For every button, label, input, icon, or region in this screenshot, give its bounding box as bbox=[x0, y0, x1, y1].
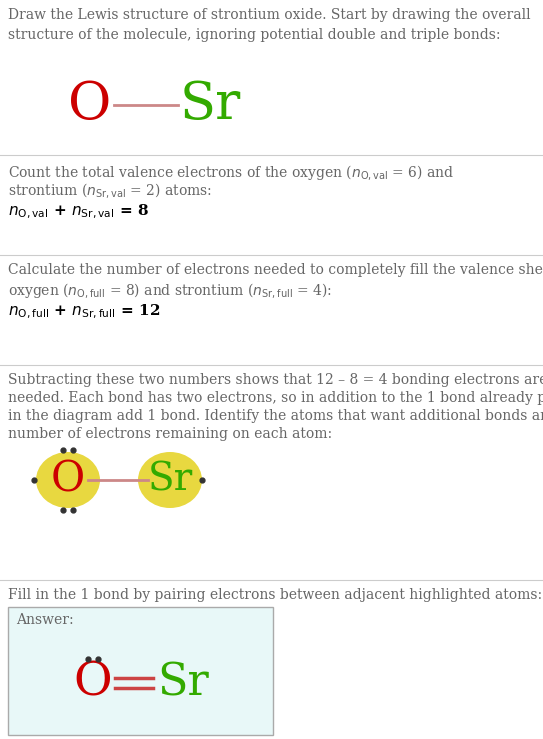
Ellipse shape bbox=[138, 452, 202, 508]
Text: strontium ($n_{\mathrm{Sr,val}}$ = 2) atoms:: strontium ($n_{\mathrm{Sr,val}}$ = 2) at… bbox=[8, 181, 212, 200]
Text: in the diagram add 1 bond. Identify the atoms that want additional bonds and the: in the diagram add 1 bond. Identify the … bbox=[8, 409, 543, 423]
Text: O: O bbox=[51, 459, 85, 501]
Text: oxygen ($n_{\mathrm{O,full}}$ = 8) and strontium ($n_{\mathrm{Sr,full}}$ = 4):: oxygen ($n_{\mathrm{O,full}}$ = 8) and s… bbox=[8, 281, 332, 300]
Text: Sr: Sr bbox=[179, 80, 241, 131]
Text: O: O bbox=[68, 80, 112, 131]
Text: Fill in the 1 bond by pairing electrons between adjacent highlighted atoms:: Fill in the 1 bond by pairing electrons … bbox=[8, 588, 542, 602]
Text: O: O bbox=[74, 661, 112, 706]
Ellipse shape bbox=[36, 452, 100, 508]
Text: Draw the Lewis structure of strontium oxide. Start by drawing the overall
struct: Draw the Lewis structure of strontium ox… bbox=[8, 8, 531, 41]
Text: needed. Each bond has two electrons, so in addition to the 1 bond already presen: needed. Each bond has two electrons, so … bbox=[8, 391, 543, 405]
Text: Sr: Sr bbox=[147, 461, 193, 499]
Text: Answer:: Answer: bbox=[16, 613, 74, 627]
Text: number of electrons remaining on each atom:: number of electrons remaining on each at… bbox=[8, 427, 332, 441]
Text: $n_{\mathrm{O,val}}$ + $n_{\mathrm{Sr,val}}$ = 8: $n_{\mathrm{O,val}}$ + $n_{\mathrm{Sr,va… bbox=[8, 203, 149, 221]
Text: Sr: Sr bbox=[157, 661, 209, 704]
FancyBboxPatch shape bbox=[8, 607, 273, 735]
Text: $n_{\mathrm{O,full}}$ + $n_{\mathrm{Sr,full}}$ = 12: $n_{\mathrm{O,full}}$ + $n_{\mathrm{Sr,f… bbox=[8, 303, 160, 321]
Text: Count the total valence electrons of the oxygen ($n_{\mathrm{O,val}}$ = 6) and: Count the total valence electrons of the… bbox=[8, 163, 454, 182]
Text: Subtracting these two numbers shows that 12 – 8 = 4 bonding electrons are: Subtracting these two numbers shows that… bbox=[8, 373, 543, 387]
Text: Calculate the number of electrons needed to completely fill the valence shells f: Calculate the number of electrons needed… bbox=[8, 263, 543, 277]
